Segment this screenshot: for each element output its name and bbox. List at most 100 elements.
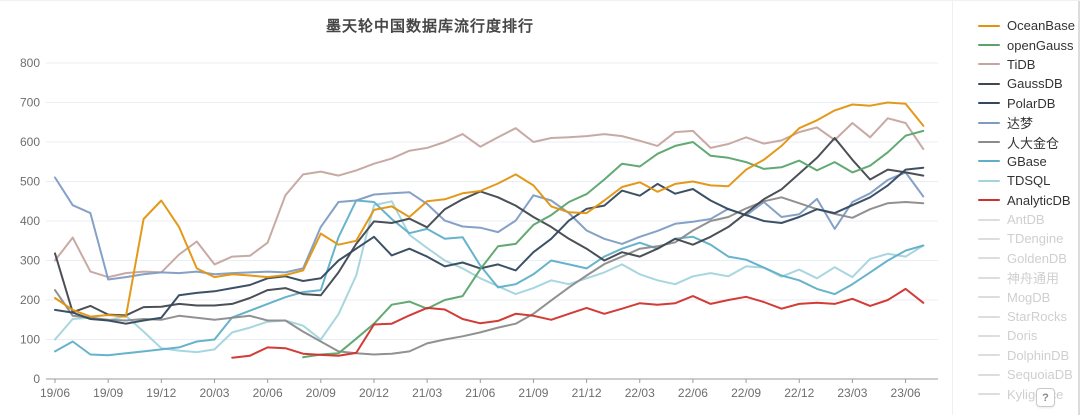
legend-label-达梦: 达梦: [1007, 116, 1034, 132]
y-axis-label-300: 300: [20, 254, 40, 268]
chart-container: 墨天轮中国数据库流行度排行 0 100 200 300 400 500 600 700 800 1…: [0, 1, 960, 415]
y-axis-label-600: 600: [20, 135, 40, 149]
x-axis-label-19/09: 19/09: [93, 386, 123, 400]
legend-swatch-达梦: [978, 121, 1000, 124]
legend-swatch-openGauss: [978, 44, 1000, 47]
legend-item-人大金仓[interactable]: 人大金仓: [978, 132, 1078, 151]
legend-item-MogDB[interactable]: MogDB: [978, 287, 1078, 306]
legend-item-TDSQL[interactable]: TDSQL: [978, 171, 1078, 190]
legend-label-GoldenDB: GoldenDB: [1007, 250, 1067, 266]
chart-svg: 0 100 200 300 400 500 600 700 800 19/06 19/09 19/12…: [20, 56, 938, 400]
x-axis-label-22/06: 22/06: [678, 386, 708, 400]
y-axis-label-400: 400: [20, 214, 40, 228]
y-axis-label-800: 800: [20, 56, 40, 70]
legend-swatch-GaussDB: [978, 82, 1000, 85]
x-axis-label-21/06: 21/06: [465, 386, 495, 400]
series-line-人大金仓[interactable]: [54, 196, 925, 356]
legend-label-AnalyticDB: AnalyticDB: [1007, 192, 1071, 208]
legend-item-OceanBase[interactable]: OceanBase: [978, 16, 1078, 35]
x-axis-label-19/12: 19/12: [146, 386, 176, 400]
legend-label-openGauss: openGauss: [1007, 37, 1074, 53]
y-axis-label-200: 200: [20, 293, 40, 307]
legend-label-Doris: Doris: [1007, 328, 1038, 344]
legend-swatch-AnalyticDB: [978, 199, 1000, 202]
legend-swatch-StarRocks: [978, 315, 1000, 318]
legend-label-SequoiaDB: SequoiaDB: [1007, 367, 1073, 383]
legend-item-TiDB[interactable]: TiDB: [978, 55, 1078, 74]
x-axis-label-22/03: 22/03: [625, 386, 655, 400]
series-line-openGauss[interactable]: [302, 129, 925, 359]
legend-swatch-PolarDB: [978, 102, 1000, 105]
legend-item-TDengine[interactable]: TDengine: [978, 229, 1078, 248]
legend-item-达梦[interactable]: 达梦: [978, 113, 1078, 132]
x-axis-label-20/09: 20/09: [306, 386, 336, 400]
series-line-达梦[interactable]: [54, 171, 925, 281]
x-axis-label-21/03: 21/03: [412, 386, 442, 400]
y-axis-label-500: 500: [20, 175, 40, 189]
legend-swatch-神舟通用: [978, 276, 1000, 279]
question-mark-icon: ?: [1042, 391, 1049, 404]
series-line-PolarDB[interactable]: [54, 166, 925, 325]
legend-swatch-Doris: [978, 334, 1000, 337]
legend-label-GBase: GBase: [1007, 153, 1047, 169]
panel-divider: [952, 1, 953, 415]
legend-swatch-TDSQL: [978, 179, 1000, 182]
legend-label-神舟通用: 神舟通用: [1007, 271, 1060, 287]
legend-item-DolphinDB[interactable]: DolphinDB: [978, 346, 1078, 365]
x-axis-label-21/09: 21/09: [518, 386, 548, 400]
page-title: 墨天轮中国数据库流行度排行: [325, 18, 534, 35]
legend-item-AnalyticDB[interactable]: AnalyticDB: [978, 191, 1078, 210]
legend-item-GoldenDB[interactable]: GoldenDB: [978, 249, 1078, 268]
legend-swatch-Kyligence: [978, 393, 1000, 396]
legend-swatch-SequoiaDB: [978, 373, 1000, 376]
series-line-GBase[interactable]: [54, 199, 925, 357]
x-axis-label-23/06: 23/06: [891, 386, 921, 400]
legend: OceanBase openGauss TiDB GaussDB PolarDB 达梦人大…: [978, 16, 1078, 404]
legend-swatch-AntDB: [978, 218, 1000, 221]
help-button[interactable]: ?: [1036, 388, 1055, 407]
legend-swatch-DolphinDB: [978, 354, 1000, 357]
y-axis-label-700: 700: [20, 96, 40, 110]
y-axis-label-0: 0: [33, 372, 40, 386]
legend-item-PolarDB[interactable]: PolarDB: [978, 94, 1078, 113]
legend-label-TDengine: TDengine: [1007, 231, 1064, 247]
legend-label-PolarDB: PolarDB: [1007, 95, 1056, 111]
x-axis-label-20/12: 20/12: [359, 386, 389, 400]
legend-swatch-GoldenDB: [978, 257, 1000, 260]
legend-label-DolphinDB: DolphinDB: [1007, 347, 1070, 363]
legend-item-openGauss[interactable]: openGauss: [978, 35, 1078, 54]
legend-item-StarRocks[interactable]: StarRocks: [978, 307, 1078, 326]
legend-label-MogDB: MogDB: [1007, 289, 1051, 305]
legend-item-GBase[interactable]: GBase: [978, 152, 1078, 171]
legend-label-TDSQL: TDSQL: [1007, 173, 1051, 189]
x-axis-label-22/12: 22/12: [784, 386, 814, 400]
scrollbar-edge[interactable]: [1078, 1, 1080, 415]
legend-swatch-OceanBase: [978, 24, 1000, 27]
legend-label-TiDB: TiDB: [1007, 56, 1036, 72]
legend-item-Kyligence[interactable]: Kyligence: [978, 384, 1078, 403]
x-axis-label-20/03: 20/03: [199, 386, 229, 400]
y-axis-label-100: 100: [20, 333, 40, 347]
legend-item-SequoiaDB[interactable]: SequoiaDB: [978, 365, 1078, 384]
x-axis-label-21/12: 21/12: [572, 386, 602, 400]
legend-item-GaussDB[interactable]: GaussDB: [978, 74, 1078, 93]
legend-item-神舟通用[interactable]: 神舟通用: [978, 268, 1078, 287]
legend-label-人大金仓: 人大金仓: [1007, 135, 1060, 151]
legend-swatch-TiDB: [978, 63, 1000, 66]
series-line-OceanBase[interactable]: [54, 101, 925, 318]
legend-item-AntDB[interactable]: AntDB: [978, 210, 1078, 229]
legend-item-Doris[interactable]: Doris: [978, 326, 1078, 345]
legend-swatch-GBase: [978, 160, 1000, 163]
series-line-TiDB[interactable]: [54, 117, 925, 279]
x-axis-label-20/06: 20/06: [253, 386, 283, 400]
legend-swatch-人大金仓: [978, 141, 1000, 144]
series-line-AnalyticDB[interactable]: [231, 287, 925, 359]
legend-label-StarRocks: StarRocks: [1007, 309, 1067, 325]
legend-swatch-MogDB: [978, 296, 1000, 299]
series-line-GaussDB[interactable]: [54, 137, 925, 317]
legend-label-OceanBase: OceanBase: [1007, 18, 1075, 34]
x-axis-label-23/03: 23/03: [837, 386, 867, 400]
x-axis-label-22/09: 22/09: [731, 386, 761, 400]
legend-label-AntDB: AntDB: [1007, 212, 1045, 228]
